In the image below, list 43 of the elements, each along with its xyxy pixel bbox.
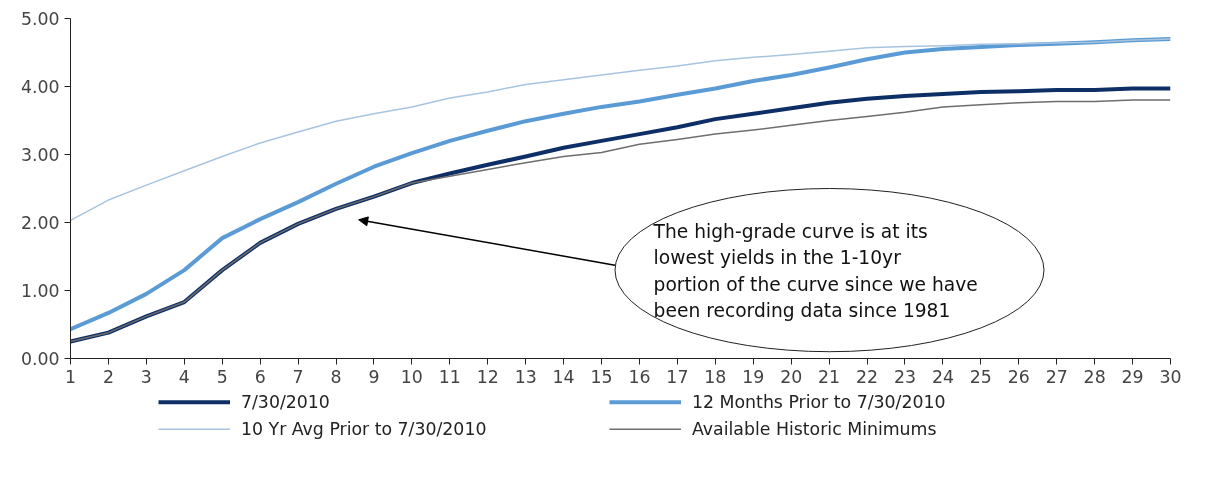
y-tick-label: 1.00 <box>20 281 60 301</box>
y-tick-label: 3.00 <box>20 145 60 165</box>
legend-label: 12 Months Prior to 7/30/2010 <box>692 392 946 413</box>
line-series <box>70 38 1171 222</box>
x-tick-label: 19 <box>742 366 765 387</box>
x-tick-label: 2 <box>102 366 114 387</box>
x-tick-label: 6 <box>254 366 266 387</box>
legend-label: Available Historic Minimums <box>692 419 937 440</box>
legend-label: 7/30/2010 <box>241 392 330 413</box>
x-tick-label: 9 <box>368 366 380 387</box>
x-tick-label: 16 <box>628 366 651 387</box>
x-tick-label: 25 <box>969 366 992 387</box>
x-tick-label: 30 <box>1159 366 1182 387</box>
x-tick-label: 5 <box>216 366 228 387</box>
x-tick-label: 3 <box>140 366 152 387</box>
x-tick-label: 18 <box>704 366 727 387</box>
x-tick-label: 17 <box>666 366 689 387</box>
x-tick-label: 22 <box>856 366 879 387</box>
x-tick-label: 14 <box>552 366 575 387</box>
y-tick-label: 0.00 <box>20 349 60 369</box>
x-tick-label: 12 <box>476 366 499 387</box>
x-tick-label: 4 <box>178 366 190 387</box>
x-tick-label: 7 <box>292 366 304 387</box>
x-tick-label: 29 <box>1121 366 1144 387</box>
x-tick-label: 28 <box>1083 366 1106 387</box>
x-tick-label: 11 <box>438 366 461 387</box>
x-tick-label: 26 <box>1007 366 1030 387</box>
line-series <box>70 36 1171 332</box>
x-tick-label: 10 <box>400 366 423 387</box>
y-tick-label: 2.00 <box>20 213 60 233</box>
x-tick-label: 13 <box>514 366 537 387</box>
x-tick-label: 15 <box>590 366 613 387</box>
x-tick-label: 8 <box>330 366 342 387</box>
x-tick-label: 21 <box>818 366 841 387</box>
y-tick-label: 5.00 <box>20 9 60 29</box>
x-tick-label: 20 <box>780 366 803 387</box>
x-tick-label: 24 <box>931 366 954 387</box>
y-tick-label: 4.00 <box>20 77 60 97</box>
x-tick-label: 27 <box>1045 366 1068 387</box>
legend-label: 10 Yr Avg Prior to 7/30/2010 <box>241 419 487 440</box>
annotation: The high-grade curve is at its lowest yields in the 1-10yr portion of the curve since we have been recording data since 1981 <box>652 221 978 321</box>
x-tick-label: 23 <box>893 366 917 387</box>
x-tick-label: 1 <box>64 366 77 387</box>
